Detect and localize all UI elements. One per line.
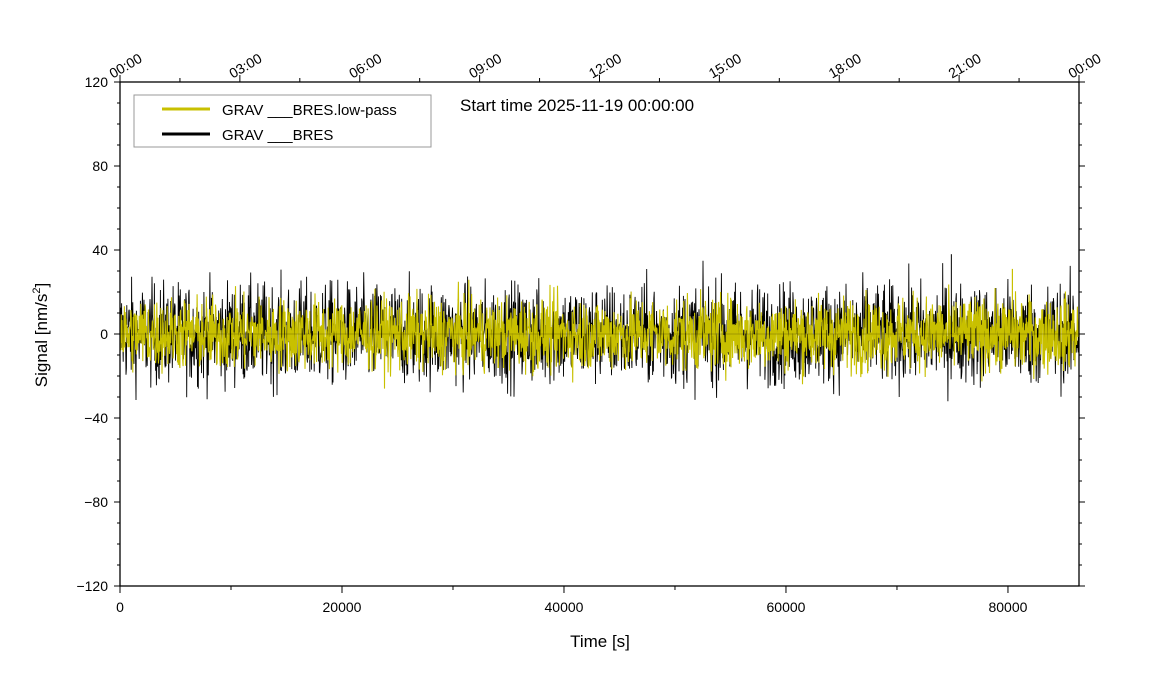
y-tick-label: 0 [100,326,108,342]
y-axis-label: Signal [nm/s2] [31,283,51,387]
x-tick-label: 0 [116,599,124,615]
y-tick-label: 120 [85,74,109,90]
x-tick-label: 80000 [988,599,1027,615]
chart-title: Start time 2025-11-19 00:00:00 [460,96,694,115]
x-tick-label: 40000 [545,599,584,615]
y-tick-label: 80 [92,158,108,174]
top-axis-label: 03:00 [226,50,265,81]
top-axis-label: 21:00 [945,50,984,81]
x-axis-label: Time [s] [570,632,630,651]
y-tick-label: −80 [84,494,108,510]
x-tick-label: 60000 [767,599,806,615]
y-tick-label: −40 [84,410,108,426]
legend-entry-raw: GRAV ___BRES [222,127,333,144]
top-axis-label: 00:00 [106,50,145,81]
y-tick-label: −120 [76,578,108,594]
legend: GRAV ___BRES.low-pass GRAV ___BRES [134,95,431,147]
y-tick-label: 40 [92,242,108,258]
top-axis-label: 15:00 [706,50,745,81]
top-axis-label: 18:00 [826,50,865,81]
top-axis-label: 06:00 [346,50,385,81]
chart-text: Start time 2025-11-19 00:00:00 Time [s] … [31,96,694,651]
plot-area [120,254,1079,401]
top-axis-label: 12:00 [586,50,625,81]
x-tick-label: 20000 [323,599,362,615]
top-axis-label: 09:00 [466,50,505,81]
legend-entry-lowpass: GRAV ___BRES.low-pass [222,102,397,119]
top-axis-label: 00:00 [1065,50,1104,81]
